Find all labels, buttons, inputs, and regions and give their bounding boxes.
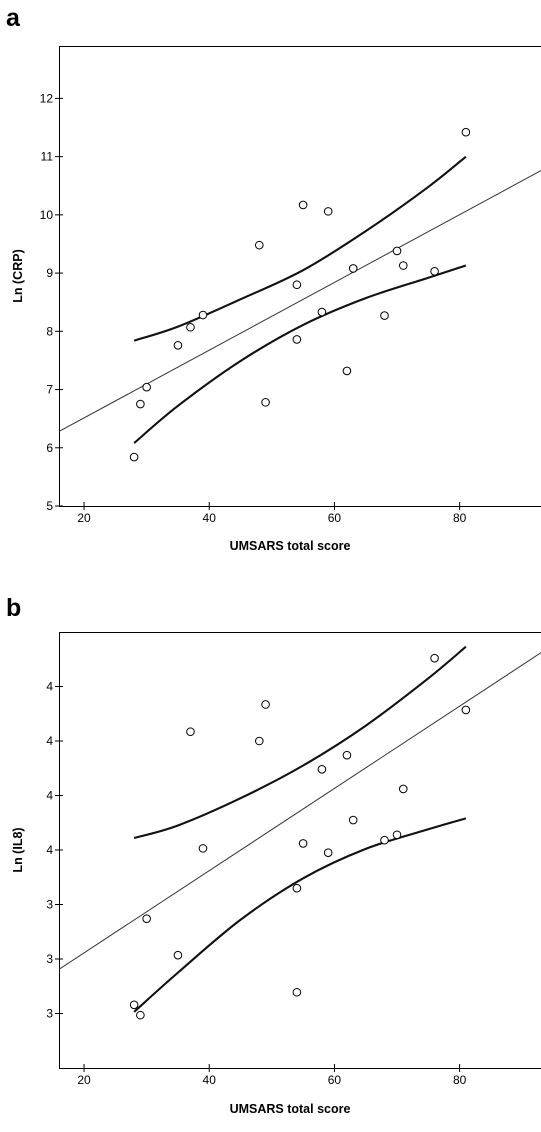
y-tick-label: 3 xyxy=(46,898,53,912)
panel-letter: b xyxy=(6,594,21,622)
x-tick-label: 80 xyxy=(453,511,467,525)
y-tick-label: 4 xyxy=(46,734,53,748)
data-point xyxy=(292,987,302,997)
plot-area xyxy=(59,127,541,462)
chart-panel-b: b 3 3 3 4 4 4 4 20 40 60 80 UMSARS total score Ln (IL… xyxy=(6,594,541,1116)
data-point xyxy=(186,727,195,737)
x-axis-label: UMSARS total score xyxy=(230,1102,351,1116)
data-point xyxy=(342,750,352,760)
data-point xyxy=(461,127,471,137)
x-tick-label: 60 xyxy=(328,511,342,525)
data-point xyxy=(261,700,270,709)
data-point xyxy=(380,835,389,845)
data-point xyxy=(173,340,183,350)
data-point xyxy=(342,366,352,376)
data-point xyxy=(298,839,308,848)
confidence-band-upper xyxy=(133,645,467,840)
data-point xyxy=(317,307,327,317)
regression-line xyxy=(59,652,541,970)
data-point xyxy=(398,784,408,794)
data-point xyxy=(317,765,327,774)
data-point xyxy=(392,246,402,256)
data-point xyxy=(292,335,302,344)
plot-area xyxy=(59,645,541,1020)
data-point xyxy=(398,261,408,270)
data-point xyxy=(261,398,270,407)
y-tick-label: 3 xyxy=(46,952,53,966)
plot-frame xyxy=(59,46,541,507)
data-point xyxy=(142,382,151,392)
y-tick-label: 7 xyxy=(46,383,53,397)
x-tick-label: 20 xyxy=(77,511,91,525)
x-tick-label: 40 xyxy=(203,1073,217,1087)
data-point xyxy=(173,950,183,960)
y-tick-label: 10 xyxy=(40,208,54,222)
x-tick-label: 40 xyxy=(203,511,217,525)
data-point xyxy=(142,914,151,923)
y-tick-label: 9 xyxy=(46,266,53,280)
data-point xyxy=(255,736,264,746)
x-tick-label: 80 xyxy=(453,1073,467,1087)
y-tick-label: 4 xyxy=(46,789,53,803)
data-point xyxy=(430,653,439,663)
data-point xyxy=(430,267,439,276)
data-point xyxy=(348,815,358,825)
y-axis-label: Ln (IL8) xyxy=(11,827,25,872)
y-tick-label: 4 xyxy=(46,843,53,857)
data-point xyxy=(129,452,139,462)
regression-line xyxy=(59,170,541,432)
data-point xyxy=(255,240,264,250)
data-point xyxy=(136,399,145,409)
y-tick-label: 3 xyxy=(46,1007,53,1021)
data-point xyxy=(298,200,308,210)
y-tick-label: 11 xyxy=(41,150,54,164)
data-point xyxy=(198,310,208,320)
confidence-band-lower xyxy=(133,817,467,1013)
y-tick-label: 8 xyxy=(46,324,53,338)
data-point xyxy=(292,280,302,290)
data-point xyxy=(186,322,195,332)
data-point xyxy=(129,1000,139,1010)
x-axis-label: UMSARS total score xyxy=(230,539,351,553)
data-point xyxy=(380,311,389,320)
data-point xyxy=(323,207,333,216)
data-point xyxy=(292,883,302,893)
data-point xyxy=(348,264,358,273)
data-point xyxy=(136,1010,145,1020)
y-tick-label: 4 xyxy=(46,680,53,694)
y-tick-label: 12 xyxy=(40,91,54,105)
chart-panel-a: a 5 6 7 8 9 10 11 12 20 40 60 80 UMSARS total score Ln… xyxy=(6,4,541,553)
data-point xyxy=(323,848,333,858)
panel-letter: a xyxy=(6,4,21,32)
x-tick-label: 60 xyxy=(328,1073,342,1087)
confidence-band-upper xyxy=(133,155,467,342)
data-point xyxy=(392,830,402,840)
y-axis-label: Ln (CRP) xyxy=(11,249,25,302)
y-tick-label: 5 xyxy=(46,499,53,513)
data-point xyxy=(461,705,471,715)
x-tick-label: 20 xyxy=(77,1073,91,1087)
y-tick-label: 6 xyxy=(46,441,53,455)
data-point xyxy=(198,844,208,853)
confidence-band-lower xyxy=(133,264,467,444)
